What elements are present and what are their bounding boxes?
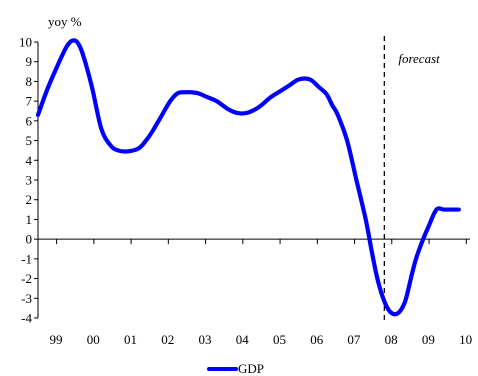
y-axis-unit-label: yoy % bbox=[48, 14, 82, 29]
series-line-gdp bbox=[35, 38, 461, 317]
x-tick-labels: 99 00 01 02 03 04 05 06 07 08 09 10 bbox=[50, 332, 473, 347]
x-tick-label: 06 bbox=[310, 332, 324, 347]
y-tick-label: 0 bbox=[26, 232, 33, 247]
x-tick-label: 00 bbox=[87, 332, 100, 347]
forecast-annotation: forecast bbox=[398, 51, 440, 66]
y-tick-label: 3 bbox=[26, 173, 33, 188]
y-tick-label: 2 bbox=[26, 192, 33, 207]
legend-label-gdp: GDP bbox=[238, 361, 264, 376]
x-tick-label: 01 bbox=[124, 332, 137, 347]
x-tick-label: 08 bbox=[385, 332, 398, 347]
axes-layer bbox=[34, 41, 470, 319]
x-tick-label: 04 bbox=[236, 332, 250, 347]
y-tick-label: 10 bbox=[19, 35, 32, 50]
x-tick-label: 07 bbox=[347, 332, 361, 347]
x-tick-label: 09 bbox=[422, 332, 435, 347]
y-tick-label: -2 bbox=[21, 271, 32, 286]
x-tick-label: 02 bbox=[161, 332, 174, 347]
y-tick-label: 7 bbox=[26, 94, 33, 109]
y-tick-label: -4 bbox=[21, 311, 32, 326]
x-tick-label: 05 bbox=[273, 332, 286, 347]
y-tick-label: 9 bbox=[26, 54, 33, 69]
y-tick-label: -1 bbox=[21, 251, 32, 266]
y-tick-label: 5 bbox=[26, 133, 33, 148]
y-tick-label: 8 bbox=[26, 74, 33, 89]
x-tick-label: 10 bbox=[459, 332, 472, 347]
y-tick-label: 6 bbox=[26, 113, 33, 128]
legend: GDP bbox=[207, 361, 264, 376]
series-layer bbox=[35, 38, 461, 317]
y-tick-label: -3 bbox=[21, 291, 32, 306]
x-tick-label: 03 bbox=[198, 332, 211, 347]
y-tick-label: 4 bbox=[26, 153, 33, 168]
y-tick-label: 1 bbox=[26, 212, 33, 227]
x-tick-label: 99 bbox=[50, 332, 63, 347]
